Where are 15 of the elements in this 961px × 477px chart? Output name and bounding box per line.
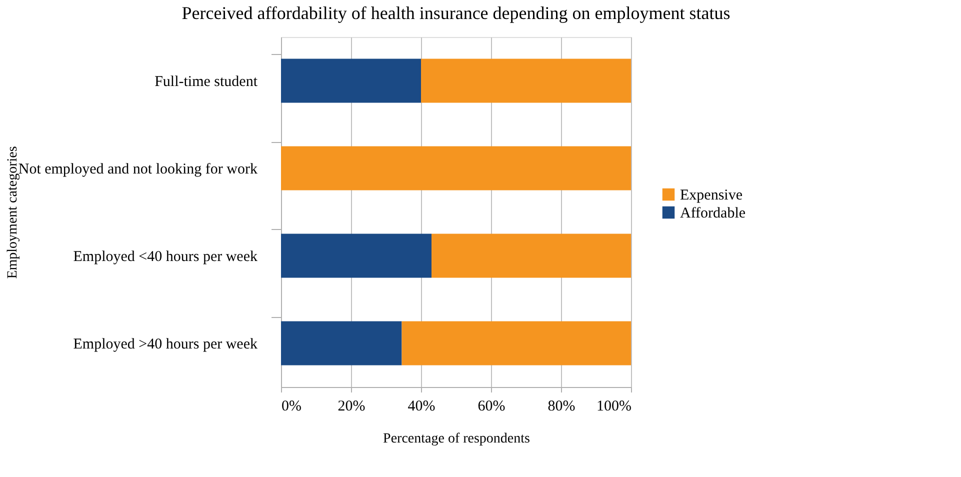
x-tick-label: 20% [338,398,366,414]
y-axis-title: Employment categories [6,146,20,279]
x-tick-label: 40% [408,398,436,414]
legend-label: Affordable [680,206,746,222]
y-tick-label: Employed <40 hours per week [73,248,258,265]
x-tick-label: 0% [282,398,302,414]
chart-title: Perceived affordability of health insurance depending on employment status [182,3,730,23]
x-tick-label: 100% [596,398,632,414]
y-tick-label: Full-time student [154,74,258,90]
y-tick-label: Not employed and not looking for work [18,161,258,178]
x-tick-label: 80% [548,398,576,414]
x-tick-label: 60% [478,398,506,414]
x-axis-title: Percentage of respondents [383,432,530,446]
y-tick-label: Employed >40 hours per week [73,336,258,352]
legend-label: Expensive [680,188,743,204]
